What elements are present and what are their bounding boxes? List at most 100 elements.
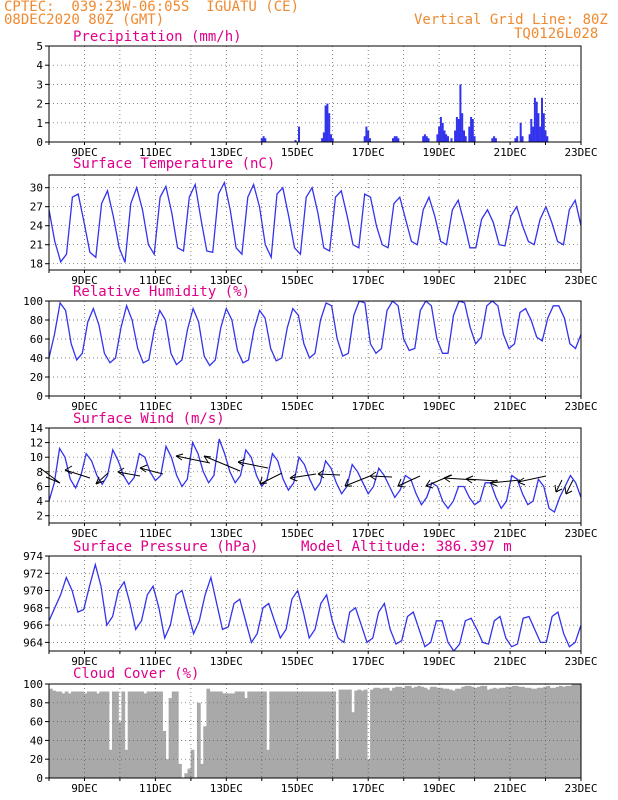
wind-arrow-stroke [95, 472, 109, 485]
cloud-bar [489, 688, 494, 778]
cloud-bar [278, 691, 283, 778]
x-tick-label: 21DEC [494, 527, 527, 540]
cloud-bar [52, 690, 56, 778]
cloud-bar [518, 686, 522, 778]
y-tick-label: 18 [30, 258, 43, 271]
cloud-bar [571, 684, 576, 778]
precip-bar [530, 119, 533, 142]
precip-bar [445, 134, 448, 142]
precip-bar [541, 97, 543, 142]
header-datetime: 08DEC2020 80Z (GMT) [4, 12, 165, 28]
precip-bar [463, 130, 465, 142]
cloud-bar [215, 691, 220, 778]
cloud-bar [297, 691, 302, 778]
cloud-bar [451, 690, 456, 778]
precip-bar [369, 138, 371, 142]
cloud-bar [291, 691, 296, 778]
x-tick-label: 17DEC [352, 146, 385, 159]
x-tick-label: 23DEC [564, 655, 597, 668]
cloud-bar [329, 691, 333, 778]
precip-bar [514, 138, 517, 142]
precip-bar [447, 136, 449, 142]
wind-arrow-stroke [517, 481, 526, 486]
wind-arrows [39, 453, 574, 495]
x-tick-label: 21DEC [494, 274, 527, 287]
cloud-bar [55, 691, 60, 778]
cloud-bar [294, 691, 299, 778]
precip-bar [367, 130, 370, 142]
x-tick-label: 11DEC [139, 400, 172, 413]
cloud-bar [492, 687, 497, 778]
cloud-bar [203, 726, 207, 778]
x-tick-label: 9DEC [71, 146, 98, 159]
cloud-bar [332, 691, 337, 778]
x-tick-label: 9DEC [71, 655, 98, 668]
cloud-bar [404, 685, 409, 778]
plot-frame [48, 683, 582, 779]
grid [49, 556, 581, 651]
cloud-bar [486, 689, 491, 778]
precip-bar [464, 136, 467, 142]
cloud-bar [505, 686, 510, 778]
cloud-bar [455, 688, 459, 778]
cloud-bar [231, 693, 236, 778]
plot-frame [48, 300, 582, 397]
precip-bar [471, 119, 474, 142]
cloud-bar [168, 698, 173, 778]
cloud-bar [382, 687, 387, 778]
cloud-bar [83, 693, 88, 778]
cloud-bar [99, 691, 104, 778]
precip-bar [393, 136, 396, 142]
cloud-bar [67, 693, 72, 778]
cloud-bar [187, 768, 192, 778]
y-tick-label: 80 [30, 314, 43, 327]
cloud-bar [373, 687, 377, 778]
wind-arrow-stroke [139, 467, 147, 473]
cloud-bar [420, 686, 425, 778]
cloud-bar [411, 687, 415, 778]
x-tick-label: 23DEC [564, 782, 597, 795]
series-line [49, 301, 581, 367]
wind-arrow-stroke [317, 473, 341, 476]
cloud-bar [118, 721, 122, 778]
cloud-bar [530, 688, 535, 778]
cloud-bar [184, 773, 189, 778]
precip-bar [457, 119, 460, 142]
cloud-bar [307, 691, 311, 778]
y-tick-label: 3 [36, 78, 43, 91]
cloud-bar [58, 691, 63, 778]
cloud-bar [326, 691, 330, 778]
x-tick-label: 15DEC [281, 146, 314, 159]
x-tick-label: 21DEC [494, 146, 527, 159]
grid [49, 428, 581, 523]
cloud-bar [222, 693, 226, 778]
x-tick-label: 17DEC [352, 527, 385, 540]
cloud-bar [527, 687, 532, 778]
cloud-bar [458, 688, 462, 778]
y-tick-label: 5 [36, 40, 43, 53]
precip-bar [321, 138, 324, 142]
x-tick-label: 23DEC [564, 400, 597, 413]
precip-bar [441, 122, 444, 142]
wind-arrow-stroke [317, 469, 325, 475]
cloud-bar [439, 687, 444, 778]
x-tick-label: 11DEC [139, 146, 172, 159]
cloud-bar [552, 687, 557, 778]
precip-bar [425, 136, 428, 142]
wind-arrow-stroke [397, 478, 402, 487]
precip-bar [528, 134, 531, 142]
precip-bar [519, 122, 522, 142]
cloud-bar [241, 691, 245, 778]
precip-bar [491, 138, 494, 142]
panel-title: Cloud Cover (%) [73, 666, 199, 682]
cloud-bar [514, 685, 519, 778]
cloud-bar [376, 687, 381, 778]
wind-arrow-stroke [259, 482, 268, 485]
x-tick-label: 19DEC [423, 527, 456, 540]
y-tick-label: 4 [36, 495, 43, 508]
precip-bar [328, 113, 331, 142]
cloud-bar [49, 688, 53, 778]
wind-arrow-stroke [237, 461, 245, 467]
cloud-bar [93, 691, 97, 778]
cloud-bar [445, 688, 450, 778]
